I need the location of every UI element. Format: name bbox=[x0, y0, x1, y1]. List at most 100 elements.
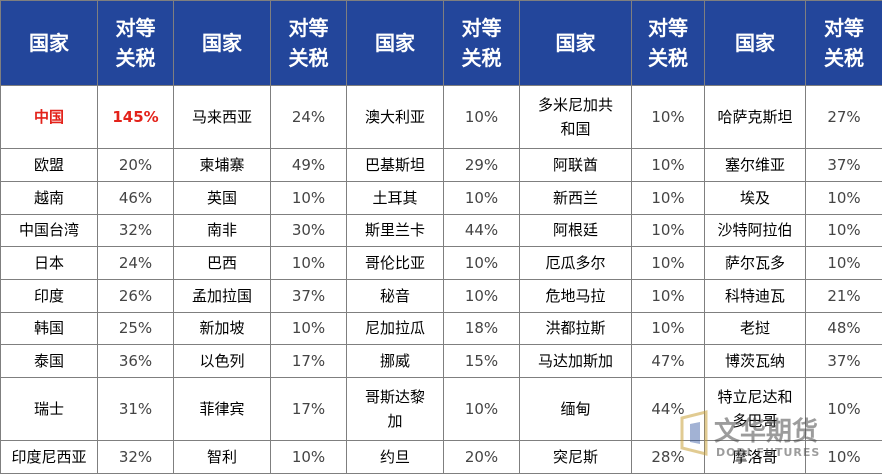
country-cell: 韩国 bbox=[0, 311, 98, 346]
country-cell: 巴西 bbox=[173, 246, 271, 280]
country-cell: 马达加斯加 bbox=[519, 344, 632, 378]
table-row: 泰国 36% 以色列 17% 挪威 15% 马达加斯加 47% 博茨瓦纳 37% bbox=[0, 344, 882, 378]
country-cell: 斯里兰卡 bbox=[346, 213, 444, 248]
tariff-rate-cell: 10% bbox=[631, 311, 705, 346]
tariff-rate-cell: 10% bbox=[631, 180, 705, 215]
tariff-rate-cell: 24% bbox=[270, 84, 347, 150]
tariff-rate-cell: 37% bbox=[805, 344, 882, 378]
country-cell: 欧盟 bbox=[0, 148, 98, 182]
country-cell: 以色列 bbox=[173, 344, 271, 378]
tariff-rate-cell: 37% bbox=[805, 148, 882, 182]
tariff-rate-cell: 10% bbox=[270, 440, 347, 474]
country-cell: 英国 bbox=[173, 180, 271, 215]
tariff-rate-cell: 21% bbox=[805, 278, 882, 313]
column-header-country: 国家 bbox=[0, 0, 98, 86]
tariff-rate-cell: 17% bbox=[270, 376, 347, 442]
tariff-rate-cell: 32% bbox=[97, 213, 174, 248]
tariff-rate-cell: 47% bbox=[631, 344, 705, 378]
country-cell: 新西兰 bbox=[519, 180, 632, 215]
tariff-rate-cell: 10% bbox=[443, 278, 520, 313]
country-cell: 洪都拉斯 bbox=[519, 311, 632, 346]
tariff-rate-cell: 20% bbox=[443, 440, 520, 474]
tariff-rate-cell: 10% bbox=[270, 246, 347, 280]
country-cell: 瑞士 bbox=[0, 376, 98, 442]
tariff-rate-cell: 10% bbox=[805, 180, 882, 215]
tariff-rate-cell: 28% bbox=[631, 440, 705, 474]
tariff-rate-cell: 10% bbox=[270, 311, 347, 346]
header-text: 对等 关税 bbox=[288, 16, 329, 70]
country-cell: 科特迪瓦 bbox=[704, 278, 806, 313]
tariff-rate-cell: 30% bbox=[270, 213, 347, 248]
tariff-rate-cell: 10% bbox=[631, 278, 705, 313]
country-cell: 哥斯达黎加 bbox=[346, 376, 444, 442]
table-row: 韩国 25% 新加坡 10% 尼加拉瓜 18% 洪都拉斯 10% 老挝 48% bbox=[0, 311, 882, 346]
country-cell: 日本 bbox=[0, 246, 98, 280]
tariff-rate-cell: 44% bbox=[631, 376, 705, 442]
header-text: 对等 关税 bbox=[115, 16, 156, 70]
country-cell: 泰国 bbox=[0, 344, 98, 378]
table-row: 印度 26% 孟加拉国 37% 秘音 10% 危地马拉 10% 科特迪瓦 21% bbox=[0, 278, 882, 313]
country-cell: 危地马拉 bbox=[519, 278, 632, 313]
country-cell: 中国 bbox=[0, 84, 98, 150]
table-row: 中国 145% 马来西亚 24% 澳大利亚 10% 多米尼加共 和国 10% 哈萨克斯坦 27% bbox=[0, 84, 882, 150]
table-row: 中国台湾 32% 南非 30% 斯里兰卡 44% 阿根廷 10% 沙特阿拉伯 10% bbox=[0, 213, 882, 248]
country-cell: 约旦 bbox=[346, 440, 444, 474]
tariff-rate-cell: 31% bbox=[97, 376, 174, 442]
country-cell: 印度 bbox=[0, 278, 98, 313]
country-cell: 阿根廷 bbox=[519, 213, 632, 248]
country-cell: 菲律宾 bbox=[173, 376, 271, 442]
tariff-rate-cell: 17% bbox=[270, 344, 347, 378]
country-cell: 中国台湾 bbox=[0, 213, 98, 248]
country-cell: 新加坡 bbox=[173, 311, 271, 346]
column-header-tariff: 对等 关税 bbox=[270, 0, 347, 86]
country-cell: 缅甸 bbox=[519, 376, 632, 442]
tariff-rate-cell: 20% bbox=[97, 148, 174, 182]
column-header-country: 国家 bbox=[704, 0, 806, 86]
tariff-rate-cell: 10% bbox=[443, 84, 520, 150]
country-cell: 南非 bbox=[173, 213, 271, 248]
country-cell: 萨尔瓦多 bbox=[704, 246, 806, 280]
country-cell: 塞尔维亚 bbox=[704, 148, 806, 182]
country-cell: 博茨瓦纳 bbox=[704, 344, 806, 378]
column-header-country: 国家 bbox=[173, 0, 271, 86]
country-cell: 柬埔寨 bbox=[173, 148, 271, 182]
tariff-rate-cell: 10% bbox=[631, 213, 705, 248]
country-cell: 哈萨克斯坦 bbox=[704, 84, 806, 150]
country-cell: 越南 bbox=[0, 180, 98, 215]
header-text: 对等 关税 bbox=[461, 16, 502, 70]
table-row: 欧盟 20% 柬埔寨 49% 巴基斯坦 29% 阿联酋 10% 塞尔维亚 37% bbox=[0, 148, 882, 182]
country-cell: 孟加拉国 bbox=[173, 278, 271, 313]
country-cell: 马来西亚 bbox=[173, 84, 271, 150]
table-row: 日本 24% 巴西 10% 哥伦比亚 10% 厄瓜多尔 10% 萨尔瓦多 10% bbox=[0, 246, 882, 280]
country-cell: 老挝 bbox=[704, 311, 806, 346]
tariff-rate-cell: 26% bbox=[97, 278, 174, 313]
header-text: 对等 关税 bbox=[824, 16, 864, 70]
column-header-country: 国家 bbox=[346, 0, 444, 86]
column-header-country: 国家 bbox=[519, 0, 632, 86]
tariff-rate-cell: 10% bbox=[805, 440, 882, 474]
country-cell: 挪威 bbox=[346, 344, 444, 378]
country-cell: 厄瓜多尔 bbox=[519, 246, 632, 280]
country-cell: 土耳其 bbox=[346, 180, 444, 215]
country-cell: 特立尼达和 多巴哥 bbox=[704, 376, 806, 442]
tariff-rate-cell: 10% bbox=[443, 180, 520, 215]
tariff-rate-cell: 10% bbox=[443, 376, 520, 442]
country-cell: 摩洛哥 bbox=[704, 440, 806, 474]
column-header-tariff: 对等 关税 bbox=[97, 0, 174, 86]
tariff-rate-cell: 44% bbox=[443, 213, 520, 248]
country-cell: 沙特阿拉伯 bbox=[704, 213, 806, 248]
country-cell: 印度尼西亚 bbox=[0, 440, 98, 474]
tariff-rate-cell: 46% bbox=[97, 180, 174, 215]
country-cell: 秘音 bbox=[346, 278, 444, 313]
tariff-rate-cell: 37% bbox=[270, 278, 347, 313]
tariff-rate-cell: 29% bbox=[443, 148, 520, 182]
tariff-rate-cell: 48% bbox=[805, 311, 882, 346]
header-text: 对等 关税 bbox=[648, 16, 688, 70]
tariff-rate-cell: 10% bbox=[631, 148, 705, 182]
tariff-rate-cell: 49% bbox=[270, 148, 347, 182]
country-cell: 突尼斯 bbox=[519, 440, 632, 474]
tariff-rate-cell: 27% bbox=[805, 84, 882, 150]
country-cell: 尼加拉瓜 bbox=[346, 311, 444, 346]
table-row: 越南 46% 英国 10% 土耳其 10% 新西兰 10% 埃及 10% bbox=[0, 180, 882, 215]
